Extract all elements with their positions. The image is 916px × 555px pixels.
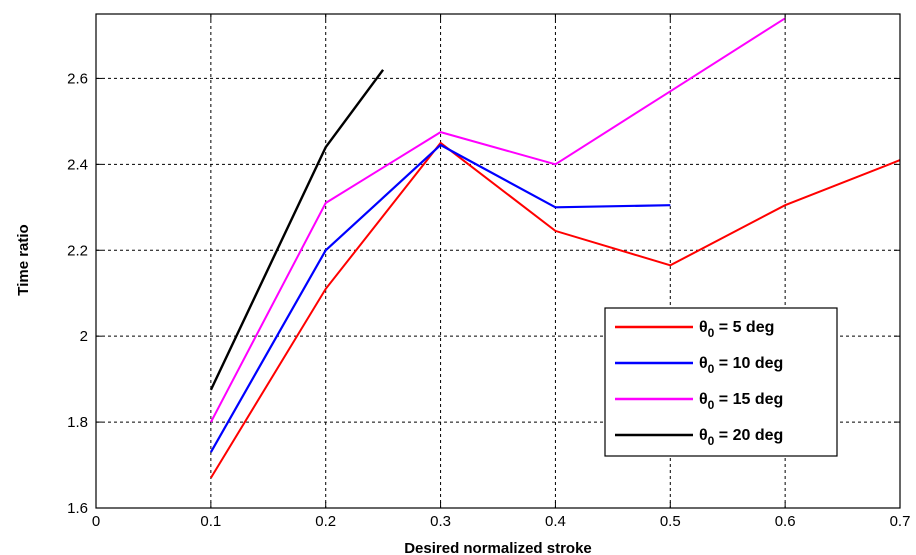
legend-label: = 10 deg: [714, 355, 783, 372]
y-axis-label: Time ratio: [15, 224, 32, 295]
x-tick-label: 0.1: [200, 513, 221, 530]
legend-box: [604, 307, 838, 457]
legend-subscript: 0: [708, 326, 715, 340]
x-tick-label: 0.3: [430, 513, 451, 530]
legend-entry-2: θ0 = 10 deg: [699, 355, 783, 376]
y-tick-label: 2: [80, 328, 88, 345]
y-tick-label: 2.4: [67, 156, 88, 173]
legend-symbol: θ: [699, 427, 708, 444]
series-line-4: [209, 69, 385, 391]
x-tick-label: 0.4: [545, 513, 566, 530]
legend-symbol: θ: [699, 319, 708, 336]
legend-subscript: 0: [708, 398, 715, 412]
plot-frame: [95, 13, 901, 509]
grid: [96, 14, 900, 508]
x-tick-label: 0.2: [315, 513, 336, 530]
legend-entry-3: θ0 = 15 deg: [699, 391, 783, 412]
x-tick-label: 0.6: [775, 513, 796, 530]
series-line-2: [209, 143, 671, 453]
legend-symbol: θ: [699, 355, 708, 372]
x-axis-label: Desired normalized stroke: [404, 540, 592, 555]
x-tick-label: 0: [92, 513, 100, 530]
series-lines: [209, 17, 901, 479]
x-tick-label: 0.5: [660, 513, 681, 530]
legend-subscript: 0: [708, 434, 715, 448]
legend-symbol: θ: [699, 391, 708, 408]
x-tick-label: 0.7: [890, 513, 911, 530]
legend-label: = 15 deg: [714, 391, 783, 408]
legend-entry-4: θ0 = 20 deg: [699, 427, 783, 448]
legend-label: = 5 deg: [714, 319, 774, 336]
legend-entry-1: θ0 = 5 deg: [699, 319, 774, 340]
axis-ticks: 0 0.1 0.2 0.3 0.4 0.5 0.6 0.7 1.6 1.8 2 2.2 2.4 2.6: [67, 14, 910, 530]
legend-label: = 20 deg: [714, 427, 783, 444]
legend-subscript: 0: [708, 362, 715, 376]
y-tick-label: 2.2: [67, 242, 88, 259]
y-tick-label: 1.8: [67, 414, 88, 431]
series-line-1: [210, 141, 901, 479]
y-tick-label: 1.6: [67, 500, 88, 517]
y-tick-label: 2.6: [67, 70, 88, 87]
series-line-3: [210, 17, 786, 423]
